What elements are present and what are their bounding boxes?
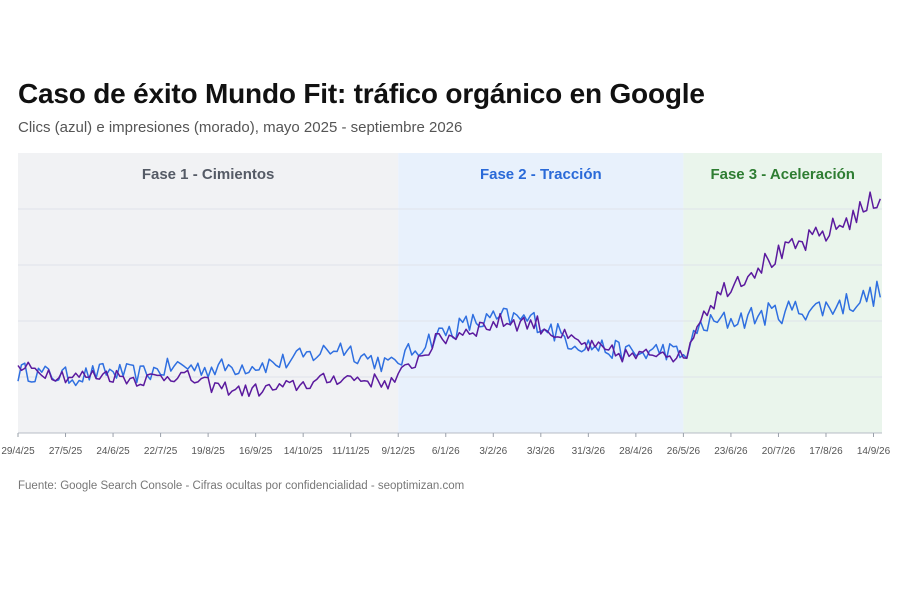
x-tick-label: 24/6/25 — [96, 446, 130, 457]
source-note: Fuente: Google Search Console - Cifras o… — [18, 480, 465, 492]
x-tick-label: 26/5/26 — [667, 446, 701, 457]
x-tick-label: 9/12/25 — [382, 446, 416, 457]
phase-label-3: Fase 3 - Aceleración — [710, 166, 855, 183]
x-tick-label: 31/3/26 — [572, 446, 606, 457]
x-tick-label: 11/11/25 — [332, 446, 370, 457]
phase-band-2 — [398, 153, 684, 433]
phase-band-1 — [18, 153, 399, 433]
x-tick-label: 3/2/26 — [479, 446, 507, 457]
x-tick-label: 14/10/25 — [284, 446, 323, 457]
x-tick-label: 6/1/26 — [432, 446, 460, 457]
x-tick-label: 23/6/26 — [714, 446, 748, 457]
series-line-clics — [17, 280, 882, 387]
phase-band-3 — [683, 153, 882, 433]
phase-label-1: Fase 1 - Cimientos — [142, 166, 275, 183]
x-tick-label: 19/8/25 — [191, 446, 225, 457]
x-tick-label: 28/4/26 — [619, 446, 653, 457]
x-tick-label: 22/7/25 — [144, 446, 178, 457]
x-tick-label: 3/3/26 — [527, 446, 555, 457]
series-line-impresiones — [17, 191, 881, 398]
chart-subtitle: Clics (azul) e impresiones (morado), may… — [18, 119, 463, 136]
x-tick-label: 20/7/26 — [762, 446, 796, 457]
x-tick-label: 27/5/25 — [49, 446, 83, 457]
x-tick-label: 16/9/25 — [239, 446, 273, 457]
x-tick-label: 29/4/25 — [1, 446, 35, 457]
phase-label-2: Fase 2 - Tracción — [480, 166, 602, 183]
chart-title: Caso de éxito Mundo Fit: tráfico orgánic… — [18, 78, 705, 109]
x-tick-label: 14/9/26 — [857, 446, 891, 457]
x-tick-label: 17/8/26 — [809, 446, 843, 457]
